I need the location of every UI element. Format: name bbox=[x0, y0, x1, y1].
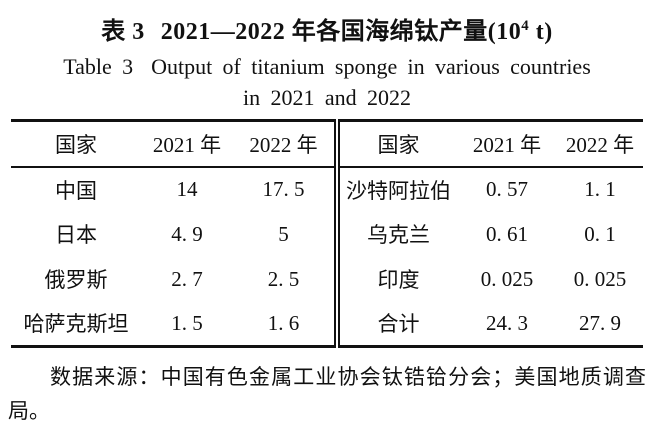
table-row: 哈萨克斯坦 1. 5 1. 6 合计 24. 3 27. 9 bbox=[11, 301, 643, 347]
value-cell: 24. 3 bbox=[486, 310, 528, 335]
value-cell: 1. 5 bbox=[171, 310, 203, 335]
value-cell: 17. 5 bbox=[262, 177, 305, 201]
table-row: 日本 4. 9 5 乌克兰 0. 61 0. 1 bbox=[11, 211, 643, 257]
country-cell: 俄罗斯 bbox=[44, 268, 108, 292]
table-title-en: Table 3 Output of titanium sponge in vari… bbox=[0, 52, 654, 82]
table-title-zh-text: 2021—2022 年各国海绵钛产量(10 bbox=[160, 19, 522, 45]
table-title-en-text: Output of titanium sponge in various cou… bbox=[151, 54, 591, 79]
table-title-en-line2: in 2021 and 2022 bbox=[243, 85, 411, 110]
titanium-sponge-output-table: 国家 2021 年 2022 年 国家 2021 年 2022 年 中国 14 … bbox=[11, 119, 643, 348]
value-cell: 0. 025 bbox=[480, 266, 534, 291]
table-title-zh-unit: t) bbox=[529, 19, 553, 45]
value-cell: 0. 1 bbox=[584, 221, 616, 246]
value-cell: 2. 5 bbox=[267, 266, 300, 291]
country-cell: 沙特阿拉伯 bbox=[334, 166, 457, 212]
value-cell: 1. 1 bbox=[584, 177, 616, 201]
header-2022-right: 2022 年 bbox=[557, 120, 643, 168]
value-cell: 27. 9 bbox=[579, 310, 621, 335]
country-cell: 哈萨克斯坦 bbox=[23, 312, 129, 337]
value-cell: 2. 7 bbox=[171, 266, 203, 291]
table-title-zh: 表 3 2021—2022 年各国海绵钛产量(104 t) bbox=[0, 10, 654, 48]
header-2021-left: 2021 年 bbox=[141, 120, 233, 168]
value-cell: 5 bbox=[278, 221, 289, 246]
header-country-left: 国家 bbox=[11, 120, 141, 168]
header-2021-right: 2021 年 bbox=[457, 120, 557, 168]
table-number-en: Table 3 bbox=[63, 54, 134, 79]
country-cell: 中国 bbox=[55, 178, 97, 203]
table-number-zh: 表 3 bbox=[101, 19, 145, 45]
table-header-row: 国家 2021 年 2022 年 国家 2021 年 2022 年 bbox=[11, 120, 643, 168]
data-source-note: 数据来源：中国有色金属工业协会钛锆铪分会；美国地质调查局。 bbox=[8, 365, 646, 423]
title-block: 表 3 2021—2022 年各国海绵钛产量(104 t) Table 3 Outp… bbox=[0, 0, 654, 112]
header-country-right: 国家 bbox=[334, 120, 457, 168]
country-cell: 印度 bbox=[334, 256, 457, 302]
value-cell: 4. 9 bbox=[171, 221, 203, 246]
value-cell: 0. 61 bbox=[486, 221, 528, 246]
value-cell: 0. 57 bbox=[486, 177, 528, 201]
country-cell: 乌克兰 bbox=[334, 211, 457, 257]
country-cell: 日本 bbox=[55, 223, 97, 247]
table-row: 俄罗斯 2. 7 2. 5 印度 0. 025 0. 025 bbox=[11, 256, 643, 302]
exponent: 4 bbox=[521, 18, 530, 34]
value-cell: 1. 6 bbox=[267, 310, 300, 335]
table-row: 中国 14 17. 5 沙特阿拉伯 0. 57 1. 1 bbox=[11, 166, 643, 212]
header-2022-left: 2022 年 bbox=[233, 120, 337, 168]
value-cell: 0. 025 bbox=[573, 266, 627, 291]
country-cell: 合计 bbox=[334, 301, 457, 347]
value-cell: 14 bbox=[176, 177, 198, 201]
